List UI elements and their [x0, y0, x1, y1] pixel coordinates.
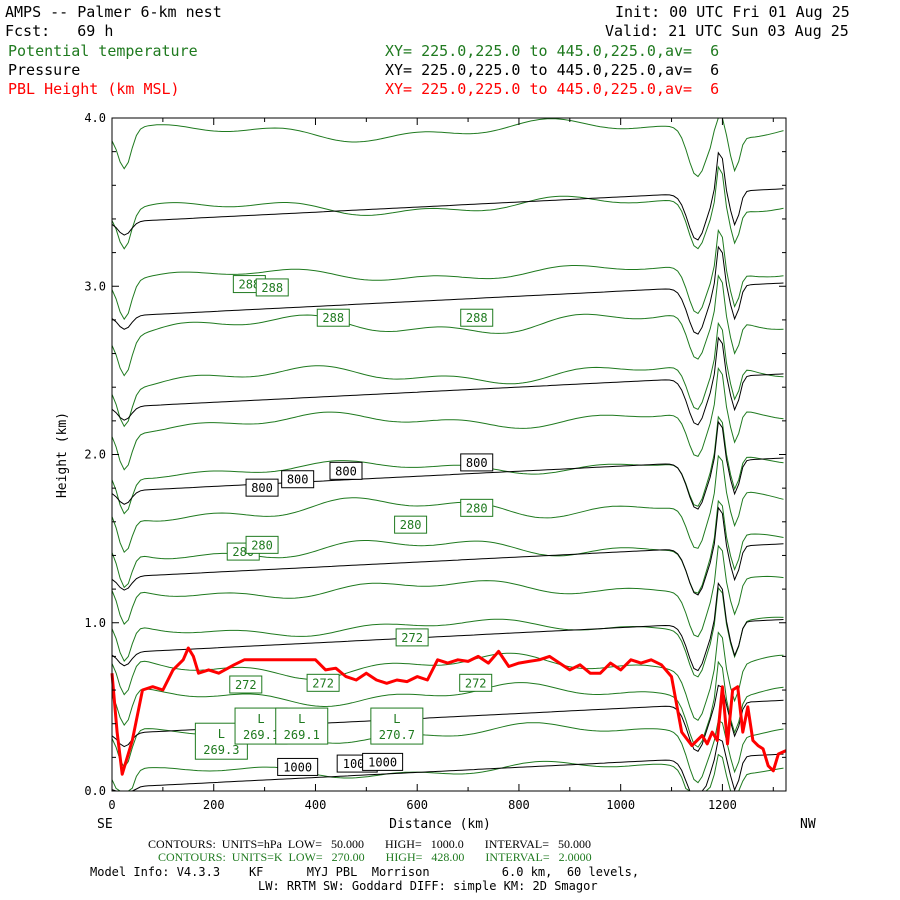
pressure-contour-line: [111, 336, 784, 426]
theta-contour-line: [111, 454, 784, 554]
minimum-symbol: L: [257, 712, 264, 726]
theta-contour-label-box: [316, 308, 350, 327]
theta-contour-label: 288: [261, 281, 283, 295]
pressure-contour-label: 1000: [283, 760, 312, 774]
pressure-contour-label-box: [460, 453, 494, 472]
theta-contour-label-box: [306, 673, 340, 692]
pbl-height-line: [110, 646, 787, 776]
pressure-contour-line: [111, 738, 784, 792]
x-tick-label: 400: [305, 798, 327, 812]
x-tick-label: 1200: [708, 798, 737, 812]
theta-contour-label: 280: [466, 501, 488, 515]
pressure-contour-line: [111, 151, 784, 241]
theta-contour-label-box: [245, 535, 279, 554]
forecast-hour: Fcst: 69 h: [5, 22, 114, 40]
plot-title: AMPS -- Palmer 6-km nest: [5, 3, 222, 21]
pressure-contour-label-box: [277, 757, 319, 776]
theta-contour-line: [111, 415, 784, 515]
pressure-contour-label-box: [362, 752, 404, 771]
minimum-value: 269.1: [243, 728, 279, 742]
field-label-pbl: PBL Height (km MSL): [8, 80, 180, 98]
pressure-contour-line: [111, 582, 784, 672]
x-tick-label: 0: [108, 798, 115, 812]
model-physics: LW: RRTM SW: Goddard DIFF: simple KM: 2D…: [258, 879, 598, 893]
y-tick-label: 4.0: [84, 111, 106, 125]
xy-label-pbl: XY= 225.0,225.0 to 445.0,225.0,av= 6: [385, 80, 720, 98]
pressure-contour-label-box: [329, 461, 363, 480]
theta-contour-label: 272: [401, 631, 423, 645]
model-info: Model Info: V4.3.3 KF MYJ PBL Morrison 6…: [90, 865, 640, 879]
theta-contour-label-box: [394, 515, 428, 534]
xy-label-pressure: XY= 225.0,225.0 to 445.0,225.0,av= 6: [385, 61, 720, 79]
theta-contour-label: 272: [312, 676, 334, 690]
theta-contour-info: CONTOURS: UNITS=K LOW= 270.00 HIGH= 428.…: [158, 850, 592, 864]
x-tick-label: 800: [508, 798, 530, 812]
pressure-contour-info: CONTOURS: UNITS=hPa LOW= 50.000 HIGH= 10…: [148, 837, 591, 851]
minimum-box: [275, 707, 329, 745]
theta-contour-line: [111, 117, 784, 178]
pressure-contour-label: 800: [335, 464, 357, 478]
init-time: Init: 00 UTC Fri 01 Aug 25: [615, 3, 850, 21]
theta-contour-line: [111, 753, 784, 792]
right-end-label: NW: [800, 817, 816, 832]
theta-contour-label: 288: [238, 278, 260, 292]
theta-contour-label: 280: [400, 518, 422, 532]
theta-contour-line: [111, 165, 784, 250]
x-axis-label: Distance (km): [389, 817, 491, 832]
pressure-contour-label: 800: [287, 473, 309, 487]
theta-contour-label-box: [460, 308, 494, 327]
theta-contour-line: [111, 366, 784, 471]
theta-contour-label: 272: [235, 678, 257, 692]
pressure-contour-label-box: [281, 470, 315, 489]
theta-contour-label-box: [255, 278, 289, 297]
theta-contour-line: [111, 544, 784, 638]
theta-contour-line: [111, 274, 784, 377]
y-tick-label: 3.0: [84, 279, 106, 293]
theta-contour-line: [111, 586, 784, 678]
minimum-value: 270.7: [379, 728, 415, 742]
y-tick-label: 1.0: [84, 616, 106, 630]
minimum-box: [370, 707, 424, 745]
y-tick-label: 2.0: [84, 448, 106, 462]
minimum-value: 269.3: [203, 743, 239, 757]
axes-layer: 0 200 400 600 800 1000 1200 0.0 1.0 2.0 3.0 4.0: [84, 111, 786, 812]
theta-contour-label: 272: [465, 676, 487, 690]
theta-contour-label: 288: [466, 311, 488, 325]
theta-contour-label-box: [395, 628, 429, 647]
pressure-contour-label: 800: [466, 456, 488, 470]
xy-label-theta: XY= 225.0,225.0 to 445.0,225.0,av= 6: [385, 42, 720, 60]
pressure-contour-label: 800: [251, 481, 273, 495]
minimum-symbol: L: [393, 712, 400, 726]
theta-contour-label-box: [459, 673, 493, 692]
field-label-theta: Potential temperature: [8, 42, 198, 60]
theta-contour-line: [111, 631, 784, 721]
theta-contour-label: 280: [251, 538, 273, 552]
theta-contour-line: [111, 499, 784, 594]
left-end-label: SE: [97, 817, 113, 832]
theta-contour-label-box: [229, 675, 263, 694]
valid-time: Valid: 21 UTC Sun 03 Aug 25: [605, 22, 849, 40]
y-axis-label: Height (km): [55, 412, 70, 498]
theta-contour-line: [111, 228, 784, 321]
minimum-symbol: L: [218, 727, 225, 741]
field-label-pressure: Pressure: [8, 61, 81, 79]
theta-contour-label: 288: [322, 311, 344, 325]
contour-layer: [111, 117, 784, 792]
theta-contour-line: [111, 321, 784, 428]
x-tick-label: 200: [203, 798, 225, 812]
x-tick-label: 600: [406, 798, 428, 812]
x-tick-label: 1000: [606, 798, 635, 812]
pressure-contour-label: 1000: [368, 755, 397, 769]
theta-contour-label-box: [460, 498, 494, 517]
pressure-contour-label-box: [245, 478, 279, 497]
pressure-contour-line: [111, 420, 784, 510]
pressure-contour-line: [111, 506, 784, 596]
theta-contour-line: [111, 660, 784, 748]
y-tick-label: 0.0: [84, 784, 106, 798]
pressure-contour-line: [111, 245, 784, 335]
minimum-value: 269.1: [284, 728, 320, 742]
minimum-symbol: L: [298, 712, 305, 726]
